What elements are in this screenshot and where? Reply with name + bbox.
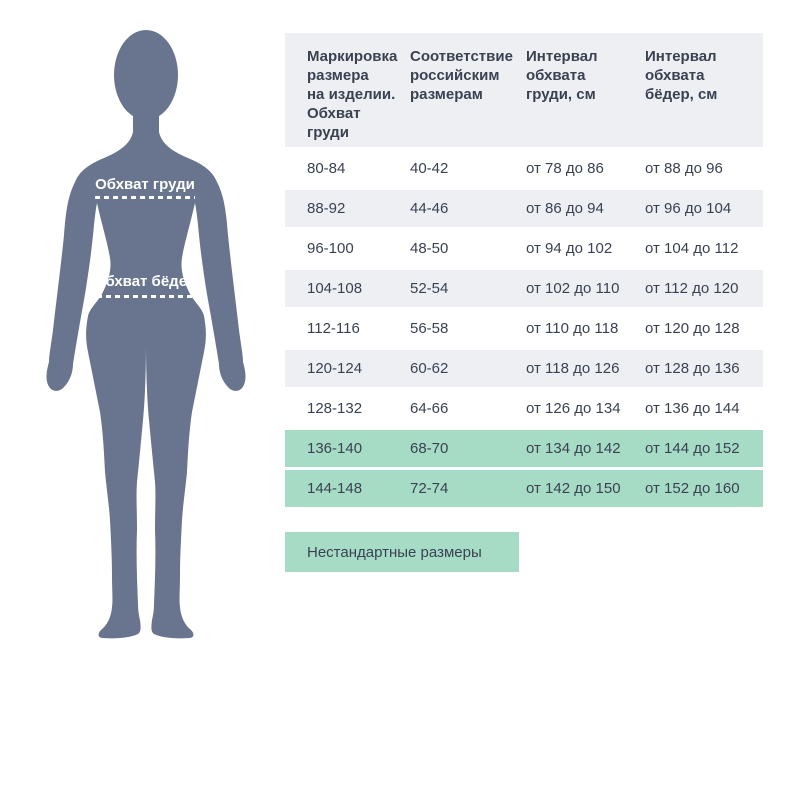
table-cell: 44-46 bbox=[410, 190, 526, 227]
table-cell: 64-66 bbox=[410, 390, 526, 427]
column-header-chest-interval: Интервал обхвата груди, см bbox=[526, 33, 645, 147]
table-cell: от 152 до 160 bbox=[645, 470, 763, 507]
table-cell: от 104 до 112 bbox=[645, 230, 763, 267]
table-cell: от 94 до 102 bbox=[526, 230, 645, 267]
table-cell: 52-54 bbox=[410, 270, 526, 307]
table-row: 112-116 56-58 от 110 до 118 от 120 до 12… bbox=[285, 310, 763, 347]
chest-measure-label: Обхват груди bbox=[95, 176, 195, 193]
nonstandard-sizes-badge[interactable]: Нестандартные размеры bbox=[285, 532, 519, 572]
table-cell: 60-62 bbox=[410, 350, 526, 387]
table-cell: от 78 до 86 bbox=[526, 150, 645, 187]
female-figure-icon bbox=[46, 30, 246, 639]
table-cell: 128-132 bbox=[285, 390, 410, 427]
hips-measure-label: Обхват бёдер bbox=[93, 273, 197, 290]
column-header-russian-sizes: Соответствие российским размерам bbox=[410, 33, 526, 147]
table-cell: 40-42 bbox=[410, 150, 526, 187]
hips-measure-line bbox=[88, 295, 202, 298]
table-cell: 112-116 bbox=[285, 310, 410, 347]
column-header-hips-interval: Интервал обхвата бёдер, см bbox=[645, 33, 763, 147]
body-silhouette: Обхват груди Обхват бёдер bbox=[0, 0, 300, 660]
table-cell: 104-108 bbox=[285, 270, 410, 307]
table-cell: от 136 до 144 bbox=[645, 390, 763, 427]
table-cell: 136-140 bbox=[285, 430, 410, 467]
table-cell: от 88 до 96 bbox=[645, 150, 763, 187]
table-cell: от 96 до 104 bbox=[645, 190, 763, 227]
header-row: Маркировка размера на изделии. Обхват гр… bbox=[285, 33, 763, 147]
table-cell: от 86 до 94 bbox=[526, 190, 645, 227]
table-cell: от 112 до 120 bbox=[645, 270, 763, 307]
table-cell: от 126 до 134 bbox=[526, 390, 645, 427]
table-row: 96-100 48-50 от 94 до 102 от 104 до 112 bbox=[285, 230, 763, 267]
table-cell: от 102 до 110 bbox=[526, 270, 645, 307]
size-table-header: Маркировка размера на изделии. Обхват гр… bbox=[285, 33, 763, 147]
table-cell: 96-100 bbox=[285, 230, 410, 267]
table-row: 120-124 60-62 от 118 до 126 от 128 до 13… bbox=[285, 350, 763, 387]
table-cell: от 120 до 128 bbox=[645, 310, 763, 347]
table-cell: от 128 до 136 bbox=[645, 350, 763, 387]
table-cell: 120-124 bbox=[285, 350, 410, 387]
table-cell: 72-74 bbox=[410, 470, 526, 507]
table-cell: от 110 до 118 bbox=[526, 310, 645, 347]
table-row: 104-108 52-54 от 102 до 110 от 112 до 12… bbox=[285, 270, 763, 307]
table-cell: 80-84 bbox=[285, 150, 410, 187]
table-cell: от 118 до 126 bbox=[526, 350, 645, 387]
size-table-container: Маркировка размера на изделии. Обхват гр… bbox=[285, 30, 763, 510]
table-row: 88-92 44-46 от 86 до 94 от 96 до 104 bbox=[285, 190, 763, 227]
table-cell: 144-148 bbox=[285, 470, 410, 507]
chest-measure-line bbox=[95, 196, 195, 199]
size-table: Маркировка размера на изделии. Обхват гр… bbox=[285, 30, 763, 510]
table-cell: 48-50 bbox=[410, 230, 526, 267]
table-cell: от 144 до 152 bbox=[645, 430, 763, 467]
table-cell: 56-58 bbox=[410, 310, 526, 347]
column-header-marking: Маркировка размера на изделии. Обхват гр… bbox=[285, 33, 410, 147]
table-row: 128-132 64-66 от 126 до 134 от 136 до 14… bbox=[285, 390, 763, 427]
table-cell: 68-70 bbox=[410, 430, 526, 467]
table-row-highlighted: 144-148 72-74 от 142 до 150 от 152 до 16… bbox=[285, 470, 763, 507]
table-cell: 88-92 bbox=[285, 190, 410, 227]
table-cell: от 142 до 150 bbox=[526, 470, 645, 507]
table-cell: от 134 до 142 bbox=[526, 430, 645, 467]
table-row: 80-84 40-42 от 78 до 86 от 88 до 96 bbox=[285, 150, 763, 187]
table-row-highlighted: 136-140 68-70 от 134 до 142 от 144 до 15… bbox=[285, 430, 763, 467]
